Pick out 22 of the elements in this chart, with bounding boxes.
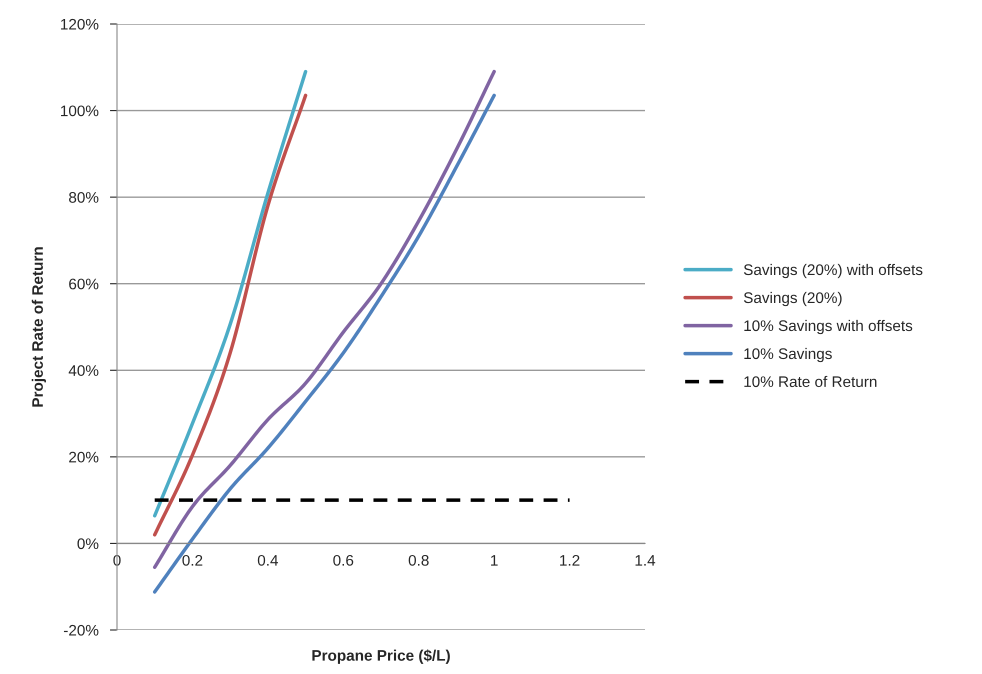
y-tick-label: 100%	[61, 105, 98, 116]
x-tick-label: 0.4	[258, 554, 278, 566]
y-tick-label: -20%	[64, 624, 98, 636]
x-tick-label: 1	[491, 555, 498, 566]
x-tick-label: 0.8	[408, 554, 429, 566]
y-axis-title: Project Rate of Return	[32, 247, 46, 407]
y-tick-label: 80%	[69, 192, 98, 203]
x-axis-title: Propane Price ($/L)	[312, 649, 450, 664]
x-tick-label: 0.2	[182, 554, 202, 566]
y-tick-label: 60%	[69, 278, 98, 290]
y-tick-label: 120%	[61, 18, 98, 30]
y-tick-label: 20%	[69, 452, 98, 463]
x-tick-label: 1.4	[636, 555, 656, 566]
x-tick-label: 0.6	[333, 554, 354, 566]
legend-label: Savings (20%) with offsets	[744, 264, 922, 278]
legend-label: 10% Savings	[744, 348, 832, 362]
y-tick-label: 40%	[68, 365, 98, 376]
y-tick-label: 0%	[77, 538, 98, 550]
legend-label: 10% Rate of Return	[744, 376, 876, 388]
legend-label: 10% Savings with offsets	[744, 320, 912, 334]
x-tick-label: 1.2	[560, 554, 580, 566]
legend-label: Savings (20%)	[744, 292, 842, 306]
